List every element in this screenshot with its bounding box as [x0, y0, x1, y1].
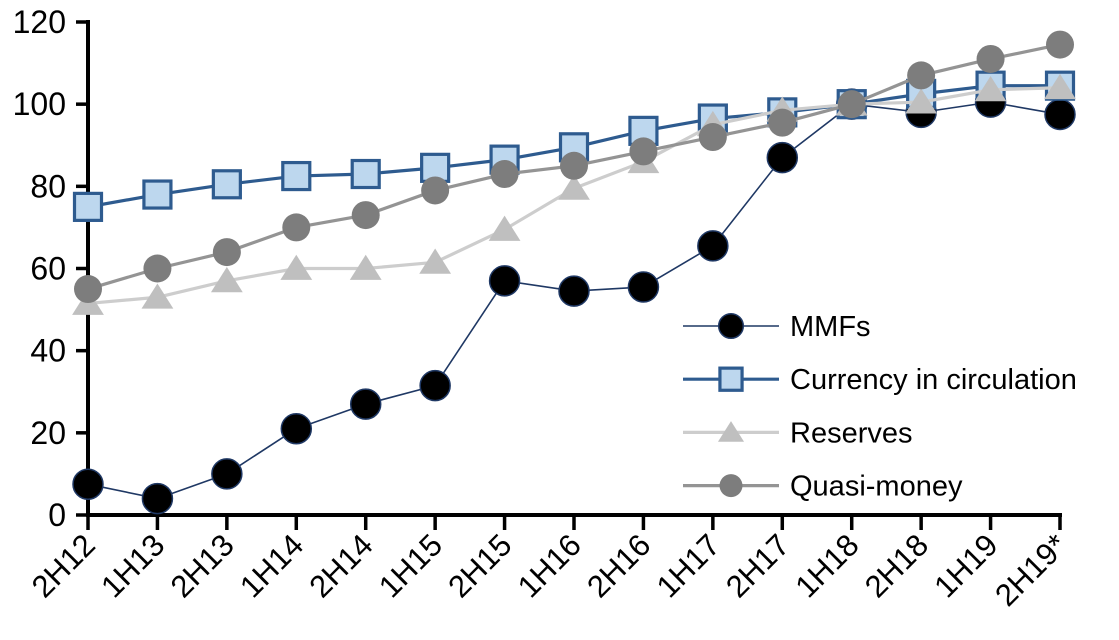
series-marker: [558, 275, 590, 307]
x-axis-tick-label: 2H17: [719, 527, 796, 604]
series-marker: [629, 137, 658, 166]
series-marker: [490, 160, 519, 189]
y-axis-tick-label: 0: [48, 497, 66, 533]
series-marker: [488, 265, 521, 297]
series-marker: [766, 141, 799, 174]
x-axis-tick-label: 2H16: [580, 527, 657, 604]
x-axis-tick-label: 2H18: [858, 527, 935, 604]
series-marker: [280, 412, 313, 445]
series-marker: [697, 230, 729, 262]
y-axis-tick-label: 80: [30, 168, 66, 204]
series-marker: [72, 468, 104, 500]
series-reserves: [72, 73, 1076, 315]
series-marker: [907, 61, 936, 90]
series-quasi-money: [74, 30, 1074, 304]
legend-item-reserves: Reserves: [683, 417, 913, 449]
series-marker: [282, 213, 311, 242]
x-axis-tick-label: 1H17: [650, 527, 727, 604]
series-marker: [905, 88, 938, 114]
y-axis-tick-label: 120: [13, 4, 66, 40]
legend-item-mmfs: MMFs: [683, 311, 871, 343]
y-axis-tick-label: 20: [30, 415, 66, 451]
series-marker: [210, 267, 243, 293]
series-marker: [976, 44, 1005, 73]
series-marker: [349, 388, 382, 420]
x-axis-tick-label: 2H13: [164, 527, 241, 604]
legend-item-quasi-money: Quasi-money: [683, 471, 963, 503]
x-axis-tick-label: 2H14: [303, 527, 380, 604]
series-marker: [142, 179, 173, 210]
series-marker: [421, 176, 450, 205]
series-marker: [419, 369, 451, 402]
series-marker: [718, 366, 744, 392]
series-marker: [141, 482, 174, 515]
series-marker: [419, 248, 452, 274]
series-marker: [1044, 98, 1076, 131]
legend-label: Reserves: [790, 417, 913, 449]
series-marker: [350, 158, 381, 190]
series-marker: [717, 421, 745, 442]
y-axis-tick-label: 60: [30, 251, 66, 287]
series-marker: [558, 174, 590, 200]
series-marker: [72, 191, 104, 222]
series-mmfs: [72, 86, 1076, 515]
x-axis-tick-label: 1H16: [511, 527, 588, 604]
series-marker: [488, 215, 521, 241]
series-marker: [280, 254, 313, 280]
legend-label: Currency in circulation: [790, 364, 1077, 396]
series-marker: [560, 151, 588, 180]
series-marker: [349, 254, 382, 280]
series-marker: [211, 169, 242, 200]
series-marker: [717, 312, 745, 340]
series-marker: [212, 238, 241, 267]
y-axis-tick-label: 40: [30, 333, 66, 369]
x-axis-tick-label: 2H15: [441, 527, 518, 604]
x-axis-tick-label: 1H14: [233, 527, 310, 604]
y-axis-tick-label: 100: [13, 86, 66, 122]
series-marker: [143, 254, 172, 283]
series-marker: [351, 201, 380, 230]
legend-item-currency-in-circulation: Currency in circulation: [683, 364, 1077, 396]
series-marker: [837, 90, 866, 119]
series-marker: [698, 123, 727, 152]
legend: MMFs Currency in circulation Reserves Quasi…: [683, 311, 1077, 503]
series-marker: [974, 75, 1007, 102]
x-axis-tick-label: 2H19*: [988, 527, 1074, 613]
series-marker: [768, 108, 797, 137]
series-marker: [281, 160, 312, 192]
series-marker: [211, 458, 243, 490]
series-marker: [1046, 30, 1074, 59]
series-marker: [74, 275, 102, 304]
series-marker: [141, 283, 174, 309]
series-marker: [719, 474, 743, 498]
series-marker: [627, 271, 660, 303]
legend-label: Quasi-money: [790, 471, 963, 503]
series-marker: [1044, 73, 1076, 100]
x-axis-tick-label: 1H13: [94, 527, 171, 604]
x-axis-tick-label: 1H15: [372, 527, 449, 604]
legend-label: MMFs: [790, 311, 871, 343]
x-axis-tick-label: 1H18: [789, 527, 866, 604]
x-axis-tick-label: 2H12: [25, 527, 102, 604]
